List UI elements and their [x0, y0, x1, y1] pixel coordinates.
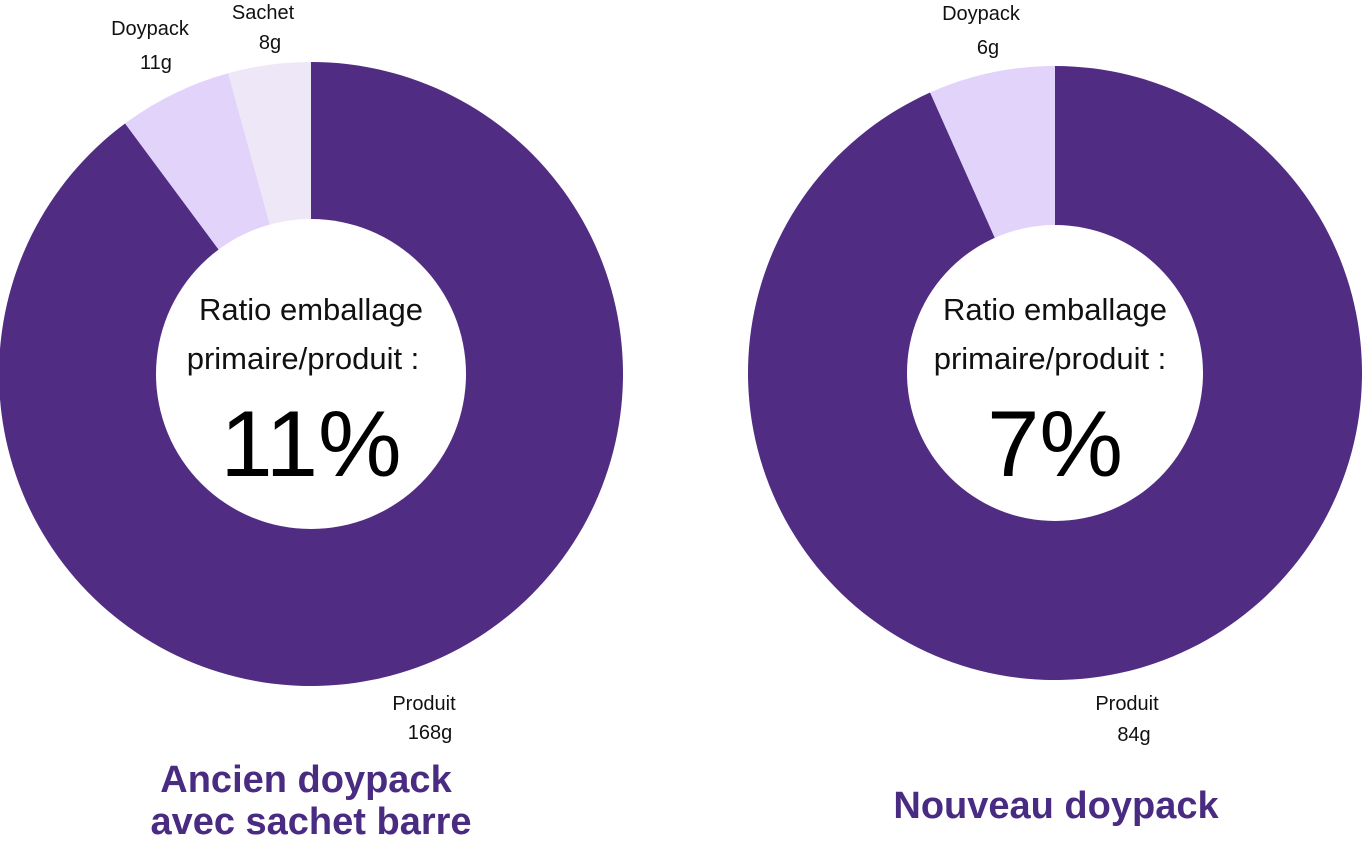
slice-value-produit: 84g: [1117, 724, 1150, 746]
donut-hole: [907, 225, 1203, 521]
chart-caption-line2: avec sachet barre: [150, 801, 471, 843]
slice-label-doypack: Doypack: [111, 18, 190, 40]
center-line2: primaire/produit :: [187, 341, 420, 376]
center-line1: Ratio emballage: [943, 292, 1167, 327]
slice-label-produit: Produit: [392, 693, 456, 715]
slice-value-doypack: 6g: [977, 37, 999, 59]
donut-hole: [156, 219, 466, 529]
chart-nouveau: Ratio emballage primaire/produit : 7% Do…: [748, 3, 1362, 827]
center-ratio-value: 7%: [987, 391, 1123, 496]
center-line2: primaire/produit :: [934, 341, 1167, 376]
chart-caption-line1: Ancien doypack: [160, 759, 452, 801]
slice-label-doypack: Doypack: [942, 3, 1021, 25]
slice-value-produit: 168g: [408, 722, 453, 744]
center-ratio-value: 11%: [220, 391, 401, 496]
slice-value-doypack: 11g: [140, 52, 172, 74]
center-line1: Ratio emballage: [199, 292, 423, 327]
slice-label-produit: Produit: [1095, 693, 1159, 715]
slice-label-sachet: Sachet: [232, 2, 295, 24]
slice-value-sachet: 8g: [259, 32, 281, 54]
chart-ancien: Ratio emballage primaire/produit : 11% S…: [0, 2, 623, 843]
chart-caption-line1: Nouveau doypack: [893, 785, 1219, 827]
